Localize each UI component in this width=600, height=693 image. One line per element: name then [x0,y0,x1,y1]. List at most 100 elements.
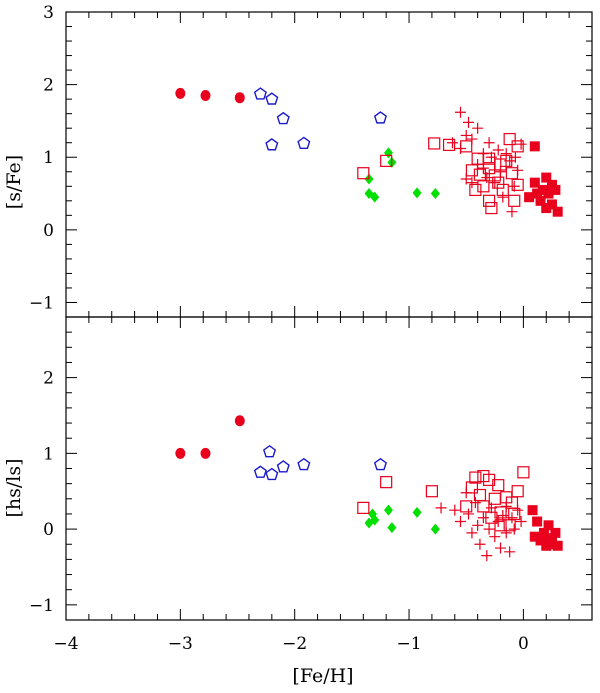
open-pentagon-point [253,87,267,100]
filled-square-point [541,535,552,546]
plus-point [481,172,493,184]
plus-point [500,500,512,512]
open-square-point [469,471,482,484]
filled-square-point [529,531,540,542]
bottom-panel-ticks [65,316,593,621]
filled-circle-point [200,447,211,459]
filled-circle-point [175,447,186,459]
plus-point [463,508,475,520]
plus-point [477,162,489,174]
bottom-panel: −1 0 1 2 −4 −3 −2 −1 0 [hs/ls] [Fe/H] [3,316,593,687]
plus-point [504,155,516,167]
open-square-point [511,140,524,153]
open-square-point [473,168,487,181]
plus-point [506,512,518,524]
open-square-point [442,138,456,151]
x-tick-label: 0 [518,634,529,654]
open-square-point [511,178,524,191]
plus-point [466,527,478,539]
open-square-point [485,201,498,215]
filled-diamond-point [370,514,380,526]
y-tick-label: 0 [43,221,54,241]
plus-point [469,497,481,509]
plus-point [472,159,484,170]
plus-point [455,516,466,528]
plus-point [463,116,475,128]
filled-diamond-point [412,506,422,518]
open-square-point [425,485,439,498]
open-square-point [494,506,507,519]
filled-square-point [537,184,548,195]
open-square-point [508,194,521,207]
filled-square-point [541,172,552,183]
open-square-point [357,167,370,180]
filled-diamond-point [430,523,440,535]
plus-point [512,164,524,176]
top-panel-frame [65,11,593,318]
y-tick-label: 1 [43,148,54,168]
plus-point [477,512,489,524]
y-tick-label: 1 [43,444,54,464]
filled-square-point [552,206,563,217]
x-tick-label: −3 [168,634,193,654]
top-panel-y-tick-labels: −1 0 1 2 3 [29,3,54,313]
plus-point [472,519,484,531]
bottom-panel-y-tick-labels: −1 0 1 2 [29,369,54,616]
filled-square-point [546,533,557,544]
plus-point [497,191,509,203]
filled-circle-point [234,415,245,427]
plus-point [446,137,458,149]
open-pentagon-point [265,92,279,105]
y-tick-label: 3 [43,3,54,23]
filled-square-point [543,520,554,531]
plus-point [435,502,447,514]
filled-square-point [552,540,563,551]
open-pentagon-point [373,111,387,124]
filled-square-point [535,535,546,546]
open-square-point [477,469,490,483]
filled-square-point [546,539,557,550]
plus-point [477,148,489,160]
open-square-point [477,500,490,513]
filled-diamond-point [412,187,422,199]
open-square-point [460,500,473,513]
open-square-point [517,466,530,479]
plus-point [500,148,512,160]
x-axis-label: [Fe/H] [292,665,353,687]
open-square-point [465,164,479,177]
open-square-point [460,140,473,153]
plus-point [466,133,478,145]
y-tick-label: −1 [29,293,54,313]
plus-point [495,542,507,554]
open-pentagon-point [263,444,277,458]
filled-circle-point [200,90,211,102]
open-pentagon-point [373,457,387,471]
open-square-point [505,167,519,180]
y-tick-label: 2 [43,76,54,96]
plus-point [515,138,527,150]
filled-square-point [546,199,557,210]
plus-point [492,516,504,528]
plus-point [481,550,493,562]
open-pentagon-point [276,460,290,473]
open-square-point [380,476,393,489]
plus-point [474,538,486,550]
plus-point [455,143,466,155]
filled-square-point [550,184,561,195]
filled-square-point [535,195,546,206]
top-panel: −1 0 1 2 3 [s/Fe] [3,3,593,318]
open-square-point [428,137,441,150]
open-square-point [469,183,482,197]
plus-point [483,137,495,149]
filled-square-point [541,540,552,551]
x-tick-labels: −4 −3 −2 −1 0 [53,634,528,654]
bottom-panel-frame [65,316,593,621]
open-pentagon-point [297,136,311,149]
open-square-point [357,501,370,514]
x-tick-label: −2 [282,634,307,654]
plus-point [466,177,478,189]
open-square-point [482,194,496,207]
filled-circle-point [175,87,186,99]
plus-point [504,546,516,558]
